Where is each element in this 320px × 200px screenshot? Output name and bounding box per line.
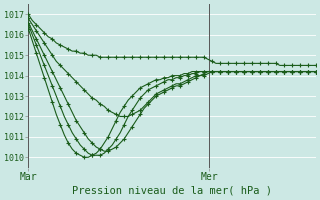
X-axis label: Pression niveau de la mer( hPa ): Pression niveau de la mer( hPa ) <box>72 186 272 196</box>
